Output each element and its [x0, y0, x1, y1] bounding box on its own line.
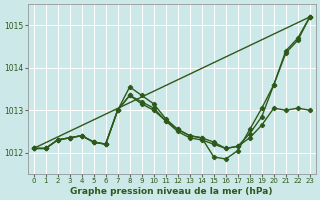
- X-axis label: Graphe pression niveau de la mer (hPa): Graphe pression niveau de la mer (hPa): [70, 187, 273, 196]
